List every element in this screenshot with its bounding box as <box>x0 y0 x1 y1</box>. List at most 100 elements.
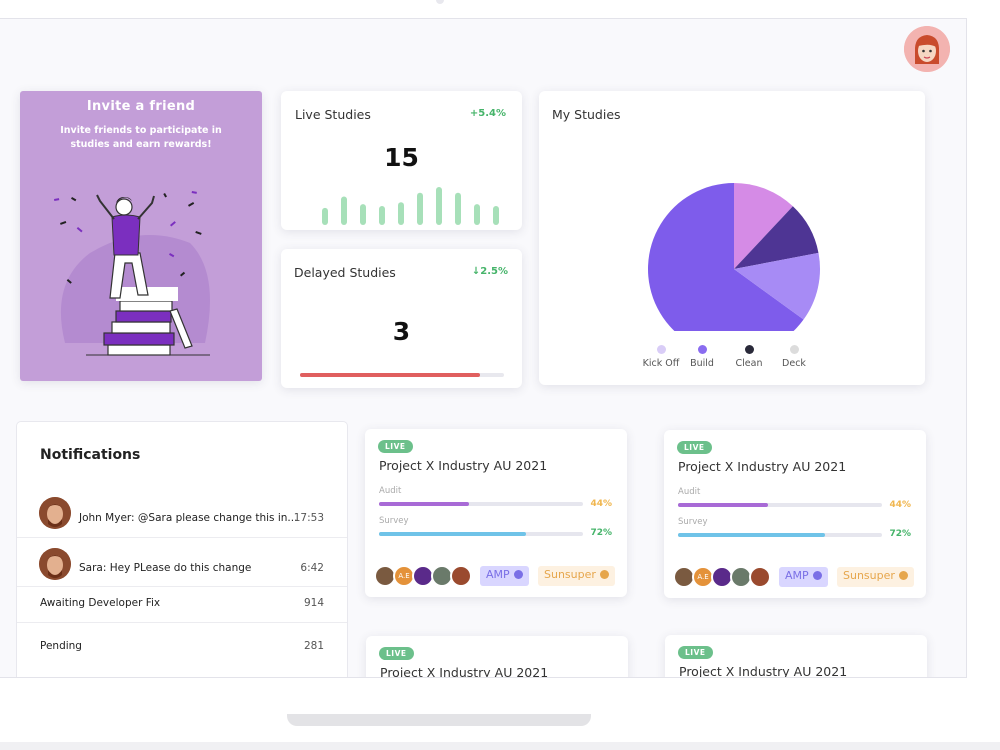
audit-progress-fill <box>678 503 768 507</box>
project-title: Project X Industry AU 2021 <box>379 458 548 473</box>
audit-progress-track <box>678 503 882 507</box>
tag-dot-icon <box>599 570 609 579</box>
laptop-foot <box>0 742 1000 750</box>
live-badge: LIVE <box>378 440 413 453</box>
project-card[interactable]: LIVE Project X Industry AU 2021 Audit 44… <box>664 430 926 598</box>
laptop-base <box>0 678 1000 750</box>
notification-item[interactable]: Pending 281 <box>17 623 347 667</box>
spark-bar <box>322 207 328 225</box>
live-badge: LIVE <box>678 646 713 659</box>
legend-label: Clean <box>735 358 763 369</box>
tag-sunsuper[interactable]: Sunsuper <box>538 566 615 586</box>
dashboard-screen: Invite a friend Invite friends to partic… <box>0 18 967 678</box>
survey-progress-fill <box>379 532 526 536</box>
delayed-studies-value: 3 <box>392 317 411 346</box>
legend-dot <box>789 345 799 354</box>
pie-slice[interactable] <box>734 206 819 269</box>
spark-bar <box>436 187 442 225</box>
pie-slice[interactable] <box>734 252 820 320</box>
my-studies-title: My Studies <box>552 107 621 122</box>
laptop-notch <box>287 714 591 726</box>
project-card[interactable]: LIVE Project X Industry AU 2021 <box>665 635 927 678</box>
notifications-panel: Notifications John Myer: @Sara please ch… <box>17 422 347 677</box>
survey-progress-fill <box>678 533 825 537</box>
audit-label: Audit <box>678 487 701 497</box>
legend-item-kick-off: Kick Off <box>631 345 691 369</box>
tag-amp[interactable]: AMP <box>779 567 828 587</box>
live-badge: LIVE <box>677 441 712 454</box>
notification-text: Awaiting Developer Fix <box>40 597 161 609</box>
live-studies-title: Live Studies <box>295 107 371 122</box>
project-title: Project X Industry AU 2021 <box>679 664 848 678</box>
live-badge: LIVE <box>379 647 414 660</box>
tag-amp[interactable]: AMP <box>480 566 529 586</box>
audit-label: Audit <box>379 486 402 496</box>
project-title: Project X Industry AU 2021 <box>380 665 549 678</box>
delayed-studies-delta: ↓2.5% <box>471 266 508 277</box>
delayed-progress-track <box>300 373 504 377</box>
project-card[interactable]: LIVE Project X Industry AU 2021 <box>366 636 628 678</box>
notification-text: Sara: Hey PLease do this change <box>79 562 252 574</box>
survey-progress-track <box>379 532 583 536</box>
spark-bar <box>341 196 347 225</box>
survey-label: Survey <box>678 517 708 527</box>
invite-friend-card[interactable]: Invite a friend Invite friends to partic… <box>20 91 262 381</box>
spark-bar <box>360 204 366 225</box>
notification-time: 914 <box>303 597 324 609</box>
survey-percent: 72% <box>889 529 911 539</box>
live-studies-sparkbars <box>322 187 499 225</box>
pie-slice[interactable] <box>648 183 804 331</box>
survey-progress-track <box>678 533 882 537</box>
legend-dot <box>744 345 754 354</box>
avatar <box>450 565 472 587</box>
pie-slice[interactable] <box>734 183 793 269</box>
notification-time: 17:53 <box>293 512 324 524</box>
notification-item[interactable]: Sara: Hey PLease do this change 6:42 <box>17 538 347 587</box>
my-studies-card[interactable]: My Studies Kick Off Build Clean Deck <box>539 91 925 385</box>
notification-text: John Myer: @Sara please change this in..… <box>79 512 298 524</box>
notification-time: 281 <box>303 640 324 652</box>
legend-label: Deck <box>782 358 806 369</box>
celebration-illustration <box>54 191 211 356</box>
audit-progress-track <box>379 502 583 506</box>
camera-notch <box>436 0 444 4</box>
survey-percent: 72% <box>590 528 612 538</box>
project-card[interactable]: LIVE Project X Industry AU 2021 Audit 44… <box>365 429 627 597</box>
notification-text: Pending <box>40 640 82 652</box>
project-title: Project X Industry AU 2021 <box>678 459 847 474</box>
spark-bar <box>417 192 423 225</box>
spark-bar <box>455 192 461 225</box>
legend-label: Build <box>690 358 714 369</box>
delayed-progress-fill <box>300 373 480 377</box>
avatar <box>749 566 771 588</box>
delayed-studies-title: Delayed Studies <box>294 265 396 280</box>
notifications-title: Notifications <box>40 447 141 463</box>
tag-label: Sunsuper <box>843 569 895 582</box>
live-studies-delta: +5.4% <box>469 108 506 119</box>
user-avatar[interactable] <box>904 26 950 72</box>
audit-percent: 44% <box>889 500 911 510</box>
legend-dot <box>697 345 707 354</box>
notification-item[interactable]: Awaiting Developer Fix 914 <box>17 587 347 623</box>
legend-dot <box>656 345 666 354</box>
notification-item[interactable]: John Myer: @Sara please change this in..… <box>17 494 347 538</box>
tag-dot-icon <box>513 570 523 579</box>
tag-dot-icon <box>812 571 822 580</box>
my-studies-pie-chart <box>648 183 820 331</box>
delayed-studies-card[interactable]: Delayed Studies ↓2.5% 3 <box>281 249 522 388</box>
tag-sunsuper[interactable]: Sunsuper <box>837 567 914 587</box>
invite-title: Invite a friend <box>86 99 196 114</box>
spark-bar <box>379 206 385 225</box>
tag-dot-icon <box>898 571 908 580</box>
tag-label: AMP <box>486 568 510 581</box>
legend-item-deck: Deck <box>764 345 824 369</box>
legend-item-build: Build <box>672 345 732 369</box>
survey-label: Survey <box>379 516 409 526</box>
audit-percent: 44% <box>590 499 612 509</box>
tag-label: AMP <box>785 569 809 582</box>
notification-time: 6:42 <box>300 562 324 574</box>
spark-bar <box>493 206 499 225</box>
legend-label: Kick Off <box>642 358 680 369</box>
avatar <box>39 548 71 580</box>
live-studies-card[interactable]: Live Studies +5.4% 15 <box>281 91 522 230</box>
